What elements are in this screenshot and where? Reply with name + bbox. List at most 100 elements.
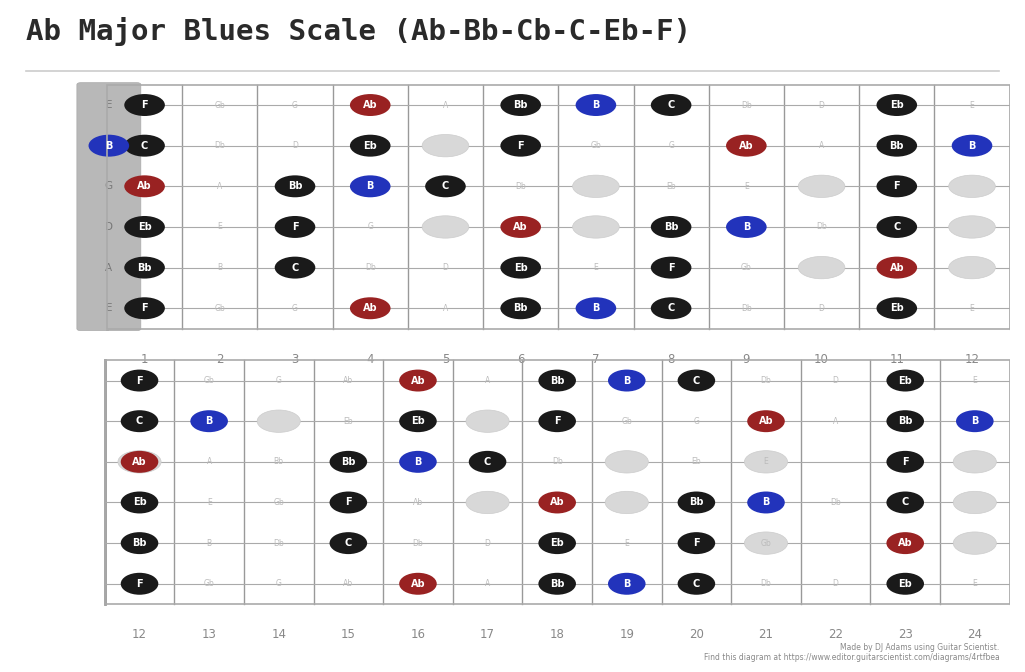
Circle shape (425, 175, 465, 198)
Text: G: G (367, 222, 373, 231)
Ellipse shape (953, 491, 996, 513)
Text: Bb: Bb (514, 100, 528, 110)
Text: D: D (832, 376, 838, 385)
Text: A: A (903, 539, 908, 548)
Text: G: G (276, 579, 282, 588)
Text: C: C (667, 303, 674, 313)
Circle shape (678, 573, 715, 595)
Text: Eb: Eb (692, 458, 701, 466)
Text: B: B (414, 457, 421, 467)
Text: 19: 19 (619, 628, 634, 642)
Text: G: G (105, 181, 113, 192)
Text: F: F (693, 538, 700, 548)
Text: Ab: Ab (411, 579, 425, 589)
Text: 13: 13 (202, 628, 216, 642)
Text: 7: 7 (592, 353, 600, 366)
Ellipse shape (118, 451, 161, 473)
Text: 6: 6 (517, 353, 525, 366)
Circle shape (887, 532, 924, 554)
Text: C: C (292, 263, 297, 272)
Circle shape (651, 94, 692, 116)
Text: G: G (345, 498, 352, 507)
Text: Gb: Gb (214, 304, 226, 312)
Ellipse shape (953, 532, 996, 554)
Ellipse shape (953, 451, 996, 473)
Text: C: C (693, 579, 700, 589)
Text: E: E (207, 498, 211, 507)
Text: Eb: Eb (343, 417, 354, 425)
Text: Db: Db (214, 141, 226, 150)
Ellipse shape (466, 410, 509, 432)
Text: G: G (292, 304, 298, 312)
Circle shape (651, 297, 692, 319)
Text: Ab: Ab (411, 376, 425, 386)
Text: B: B (969, 140, 976, 151)
Text: Db: Db (516, 182, 526, 191)
Text: E: E (593, 263, 599, 272)
Circle shape (350, 94, 391, 116)
Circle shape (500, 297, 541, 319)
Text: C: C (344, 538, 352, 548)
Text: B: B (367, 181, 374, 192)
Text: 9: 9 (742, 353, 750, 366)
Text: Bb: Bb (550, 376, 565, 386)
Text: 5: 5 (442, 353, 449, 366)
Text: B: B (743, 222, 750, 232)
Circle shape (468, 451, 506, 473)
Text: F: F (136, 376, 142, 386)
Circle shape (330, 451, 367, 473)
Circle shape (726, 216, 767, 238)
Text: B: B (763, 497, 770, 507)
Text: 22: 22 (828, 628, 844, 642)
Ellipse shape (949, 175, 995, 198)
Text: Gb: Gb (590, 141, 602, 150)
Circle shape (887, 370, 924, 392)
Text: Bb: Bb (137, 263, 152, 273)
Text: B: B (623, 376, 630, 386)
Text: A: A (819, 141, 824, 150)
Text: 21: 21 (758, 628, 774, 642)
Text: E: E (744, 182, 748, 191)
Text: Bb: Bb (550, 579, 565, 589)
Text: Ab: Ab (514, 222, 528, 232)
Circle shape (887, 410, 924, 432)
Circle shape (500, 257, 541, 279)
Ellipse shape (422, 134, 468, 157)
Text: Bb: Bb (288, 181, 302, 192)
Circle shape (726, 134, 767, 157)
Text: Gb: Gb (621, 417, 632, 425)
Text: C: C (902, 497, 909, 507)
Text: Gb: Gb (204, 376, 214, 385)
FancyBboxPatch shape (77, 83, 140, 331)
Text: B: B (592, 303, 600, 313)
Circle shape (887, 451, 924, 473)
Text: 20: 20 (689, 628, 704, 642)
Circle shape (399, 573, 437, 595)
Circle shape (887, 573, 924, 595)
Text: A: A (217, 182, 222, 191)
Circle shape (538, 573, 576, 595)
Circle shape (275, 216, 316, 238)
Circle shape (876, 134, 917, 157)
Text: Db: Db (830, 498, 840, 507)
Text: A: A (443, 101, 448, 110)
Circle shape (330, 491, 367, 513)
Text: F: F (554, 416, 561, 426)
Text: Ab: Ab (758, 416, 773, 426)
Circle shape (124, 257, 165, 279)
Text: Bb: Bb (689, 497, 703, 507)
Text: Bb: Bb (341, 457, 356, 467)
Text: Ab: Ab (890, 263, 904, 273)
Text: A: A (206, 458, 212, 466)
Text: 18: 18 (549, 628, 565, 642)
Text: E: E (970, 101, 975, 110)
Text: C: C (484, 457, 491, 467)
Text: 12: 12 (965, 353, 980, 366)
Text: Eb: Eb (364, 140, 377, 151)
Text: B: B (592, 100, 600, 110)
Text: Eb: Eb (137, 222, 152, 232)
Circle shape (124, 297, 165, 319)
Ellipse shape (605, 491, 649, 513)
Text: A: A (485, 579, 490, 588)
Text: Bb: Bb (274, 458, 284, 466)
